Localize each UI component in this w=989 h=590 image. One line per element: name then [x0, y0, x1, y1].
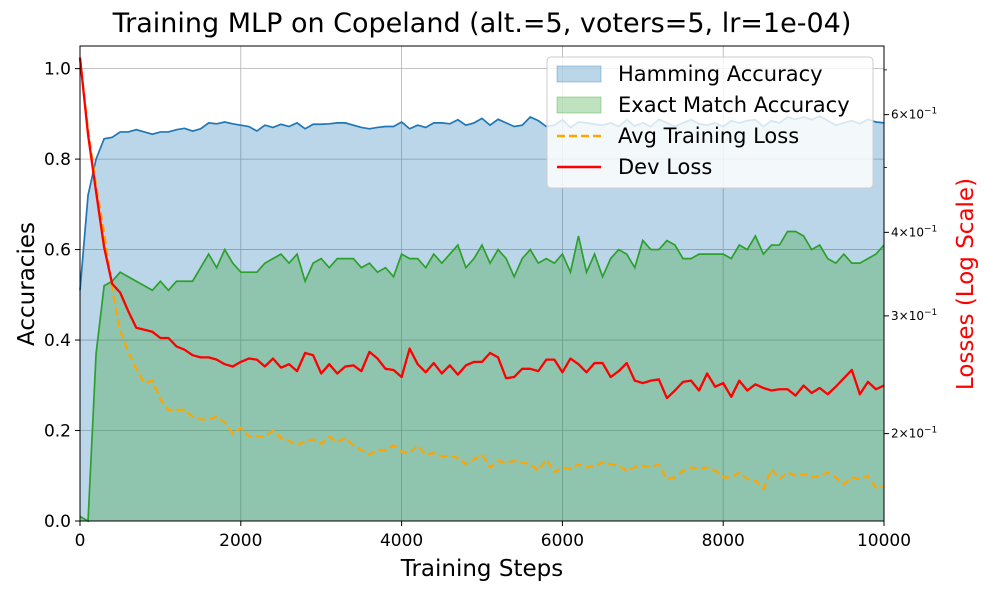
x-tick-label: 2000	[219, 531, 262, 551]
chart-title: Training MLP on Copeland (alt.=5, voters…	[112, 8, 852, 39]
y-tick-label: 0.4	[44, 331, 71, 351]
y2-tick-label: 3×10−1	[891, 308, 937, 323]
y-axis-label: Accuracies	[14, 222, 40, 346]
avg-training-loss-line	[78, 57, 885, 491]
y2-axis-label: Losses (Log Scale)	[953, 178, 979, 390]
y-tick-label: 0.6	[44, 241, 71, 261]
x-tick-label: 4000	[380, 531, 423, 551]
y-axis-ticks: 0.0 0.2 0.4 0.6 0.8 1.0	[44, 60, 80, 532]
legend-label-dev-loss: Dev Loss	[618, 155, 712, 179]
exact-match-accuracy-area	[80, 231, 884, 522]
legend-box	[546, 56, 874, 189]
y2-tick-label: 2×10−1	[891, 426, 937, 441]
x-tick-label: 8000	[702, 531, 745, 551]
x-tick-label: 10000	[857, 531, 911, 551]
plot-frame	[79, 45, 885, 522]
x-tick-label: 0	[75, 531, 86, 551]
legend-label-exact-match-accuracy: Exact Match Accuracy	[618, 93, 850, 117]
y2-tick-label: 6×10−1	[891, 107, 937, 122]
exact-match-accuracy-line	[79, 230, 885, 523]
y-tick-label: 0.2	[44, 422, 71, 442]
x-axis-ticks: 0 2000 4000 6000 8000 10000	[75, 521, 911, 551]
y2-axis-ticks: 2×10−1 3×10−1 4×10−1 6×10−1	[884, 69, 937, 441]
legend-swatch-exact-match-accuracy	[556, 96, 602, 114]
legend: Hamming Accuracy Exact Match Accuracy Avg …	[546, 56, 874, 189]
y2-tick-label: 4×10−1	[891, 224, 937, 239]
y-tick-label: 1.0	[44, 60, 71, 80]
legend-label-avg-training-loss: Avg Training Loss	[618, 124, 799, 148]
legend-swatch-hamming-accuracy	[556, 65, 602, 83]
hamming-accuracy-area	[80, 116, 884, 522]
y-tick-label: 0.8	[44, 150, 71, 170]
plot-areas	[80, 116, 884, 522]
x-tick-label: 6000	[541, 531, 584, 551]
x-axis-label: Training Steps	[400, 556, 563, 582]
legend-label-hamming-accuracy: Hamming Accuracy	[618, 62, 823, 86]
y-tick-label: 0.0	[44, 512, 71, 532]
dev-loss-line	[78, 57, 885, 400]
